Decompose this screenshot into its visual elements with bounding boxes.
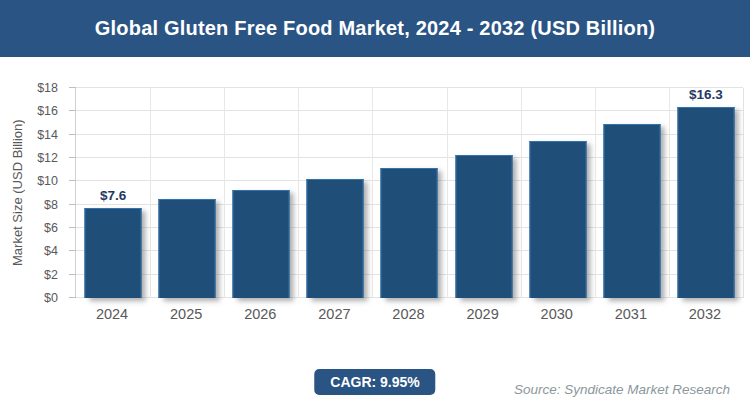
y-tick-label: $2 — [44, 268, 58, 282]
bar-cell: $7.6 — [76, 88, 150, 298]
source-text: Source: Syndicate Market Research — [514, 382, 730, 397]
y-axis-tick — [69, 87, 76, 88]
bar-cell — [595, 88, 669, 298]
x-axis-labels: 202420252026202720282029203020312032 — [75, 306, 742, 326]
bar-2028 — [381, 168, 438, 299]
bar-2031 — [603, 124, 660, 298]
plot-area: $7.6 $16.3 — [75, 88, 744, 298]
y-axis-tick — [69, 250, 76, 251]
y-tick-label: $4 — [44, 244, 58, 258]
x-tick-label: 2026 — [223, 306, 297, 322]
bar-2024 — [85, 208, 142, 298]
y-axis-tick — [69, 227, 76, 228]
bar-cell — [224, 88, 298, 298]
x-tick-label: 2025 — [149, 306, 223, 322]
chart-title: Global Gluten Free Food Market, 2024 - 2… — [95, 17, 655, 40]
x-tick-label: 2032 — [668, 306, 742, 322]
bar-cell — [372, 88, 446, 298]
y-axis-tick — [69, 180, 76, 181]
bar-cell: $16.3 — [669, 88, 743, 298]
bar-cell — [150, 88, 224, 298]
bar-2027 — [307, 179, 364, 298]
y-tick-label: $8 — [44, 198, 58, 212]
bar-cell — [447, 88, 521, 298]
y-tick-label: $12 — [37, 151, 58, 165]
bar-2032 — [677, 107, 734, 298]
bar-2025 — [159, 199, 216, 298]
cagr-badge: CAGR: 9.95% — [314, 369, 435, 395]
bar-cell — [521, 88, 595, 298]
y-tick-label: $16 — [37, 104, 58, 118]
y-axis-tick — [69, 274, 76, 275]
y-axis-tick — [69, 157, 76, 158]
y-axis-tick — [69, 204, 76, 205]
y-tick-label: $18 — [37, 81, 58, 95]
x-tick-label: 2027 — [297, 306, 371, 322]
chart-title-bar: Global Gluten Free Food Market, 2024 - 2… — [0, 0, 750, 57]
y-axis-tick-labels: $0$2$4$6$8$10$12$14$16$18 — [0, 88, 66, 298]
y-axis-tick — [69, 134, 76, 135]
bar-2030 — [529, 141, 586, 298]
x-tick-label: 2028 — [371, 306, 445, 322]
bar-value-label: $7.6 — [100, 188, 126, 203]
bar-2029 — [455, 155, 512, 298]
x-tick-label: 2024 — [75, 306, 149, 322]
y-tick-label: $14 — [37, 128, 58, 142]
y-tick-label: $0 — [44, 291, 58, 305]
y-axis-tick — [69, 297, 76, 298]
x-tick-label: 2030 — [520, 306, 594, 322]
x-tick-label: 2029 — [446, 306, 520, 322]
bar-value-label: $16.3 — [689, 87, 723, 102]
bar-cell — [298, 88, 372, 298]
x-tick-label: 2031 — [594, 306, 668, 322]
y-tick-label: $10 — [37, 174, 58, 188]
y-tick-label: $6 — [44, 221, 58, 235]
bar-2026 — [233, 190, 290, 298]
y-axis-tick — [69, 110, 76, 111]
